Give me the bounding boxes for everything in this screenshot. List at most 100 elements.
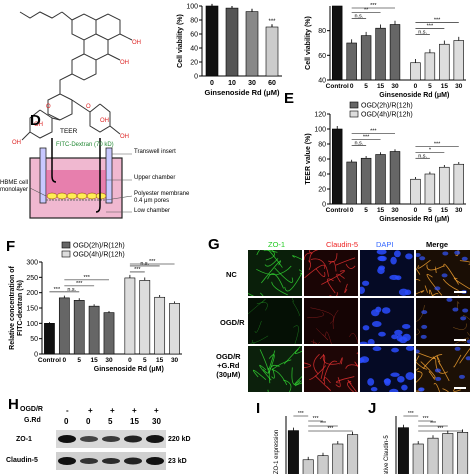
row-ogdr-label: OGD/R	[220, 318, 245, 327]
micro-texture	[304, 250, 358, 296]
junction-strand	[258, 390, 268, 392]
junction-strand	[425, 285, 427, 292]
i-significance: ***	[298, 411, 304, 417]
transwell-insert-label: Transwell insert	[134, 149, 176, 155]
col-zo1-label: ZO-1	[268, 240, 285, 249]
f-bar	[104, 313, 114, 354]
junction-strand	[272, 360, 291, 370]
f-significance: n.s.	[67, 287, 76, 293]
grd-dose: 0	[86, 417, 90, 426]
f-y-tick-label: 250	[26, 275, 38, 282]
f-bar	[74, 300, 84, 354]
f-y-tick-label: 200	[26, 290, 38, 297]
f-legend-swatch	[62, 251, 70, 257]
b-y-tick-label: 0	[194, 74, 198, 81]
ogdr-row-label: OGD/R	[20, 406, 43, 413]
lower-chamber-label: Low chamber	[134, 208, 170, 214]
b-x-label: Ginsenoside Rd (μM)	[204, 88, 280, 97]
junction-strand	[349, 333, 358, 344]
f-x-tick-label: 15	[156, 357, 164, 364]
nucleus	[378, 332, 386, 337]
col-dapi-label: DAPI	[376, 240, 394, 249]
junction-strand	[300, 262, 302, 273]
micro-tile-merge	[416, 346, 470, 392]
micro-tile-claudin5	[304, 250, 358, 296]
transwell-schematic	[0, 108, 210, 230]
junction-strand	[427, 265, 444, 271]
c-x-tick-label: 30	[455, 83, 463, 90]
junction-strand	[292, 301, 299, 316]
panel-j-claudin5-chart: lative Claudin-5************	[372, 402, 474, 474]
e-legend-label: OGD(2h)/R(12h)	[361, 103, 413, 110]
micro-texture	[304, 298, 358, 344]
junction-strand	[467, 322, 470, 336]
junction-strand	[295, 349, 302, 353]
junction-strand	[258, 250, 277, 252]
f-x-tick-label: 0	[63, 357, 67, 364]
scale-bar	[454, 339, 466, 341]
j-bar	[428, 438, 438, 474]
junction-strand	[345, 284, 348, 293]
e-x-tick-label: 15	[377, 207, 385, 214]
junction-strand	[357, 351, 358, 366]
i-bar	[333, 444, 343, 474]
claudin5-kd-label: 23 kD	[168, 458, 187, 465]
e-bar	[361, 158, 371, 204]
e-significance: ***	[363, 135, 370, 141]
f-bar	[59, 298, 69, 354]
f-significance: ***	[54, 287, 61, 293]
f-x-tick-label: 0	[128, 357, 132, 364]
claudin5-bands	[56, 452, 166, 470]
b-bar	[226, 8, 238, 76]
f-bar	[44, 323, 54, 354]
f-bar	[125, 278, 135, 354]
junction-strand	[310, 308, 334, 324]
f-x-tick-label: 30	[105, 357, 113, 364]
nucleus	[394, 250, 401, 257]
b-x-tick-label: 60	[268, 80, 276, 87]
junction-strand	[416, 291, 424, 294]
f-bar	[169, 303, 179, 354]
j-significance: ***	[430, 421, 436, 427]
c-x-label: Ginsenoside Rd (μM)	[379, 92, 449, 99]
grd-dose: 5	[108, 417, 112, 426]
junction-strand	[348, 380, 356, 392]
nucleus	[435, 368, 441, 372]
e-y-tick-label: 100	[314, 127, 326, 134]
b-x-tick-label: 0	[210, 80, 214, 87]
c-x-tick-label: 15	[441, 83, 449, 90]
micro-tile-zo1	[248, 298, 302, 344]
panel-h-western-blot: H OGD/R G.Rd -0+0+5+15+30 ZO-1 Claudin-5…	[0, 396, 200, 474]
nucleus	[442, 273, 448, 277]
junction-strand	[453, 324, 466, 330]
grd-dose: 30	[152, 417, 161, 426]
e-x-label: Ginsenoside Rd (μM)	[379, 216, 449, 223]
nucleus	[377, 250, 387, 255]
nucleus	[419, 256, 425, 260]
nucleus	[372, 321, 382, 327]
junction-strand	[460, 261, 470, 265]
nucleus	[399, 289, 409, 296]
col-claudin5-label: Claudin-5	[326, 240, 358, 249]
e-y-tick-label: 20	[318, 187, 326, 194]
nucleus	[397, 335, 403, 342]
nucleus	[384, 378, 391, 383]
f-legend-label: OGD(4h)/R(12h)	[73, 252, 125, 259]
nucleus	[389, 275, 399, 280]
i-bar	[303, 460, 313, 474]
c-bar	[332, 6, 342, 80]
f-y-tick-label: 50	[30, 336, 38, 343]
b-y-label: Cell viability (%)	[177, 14, 184, 68]
junction-strand	[434, 383, 443, 392]
ogdr-sign: +	[154, 406, 159, 415]
junction-strand	[283, 380, 291, 392]
nucleus	[371, 387, 378, 391]
b-x-tick-label: 10	[228, 80, 236, 87]
junction-strand	[346, 264, 355, 268]
micro-tile-claudin5	[304, 298, 358, 344]
panel-g-letter: G	[208, 236, 220, 253]
f-y-tick-label: 300	[26, 260, 38, 267]
